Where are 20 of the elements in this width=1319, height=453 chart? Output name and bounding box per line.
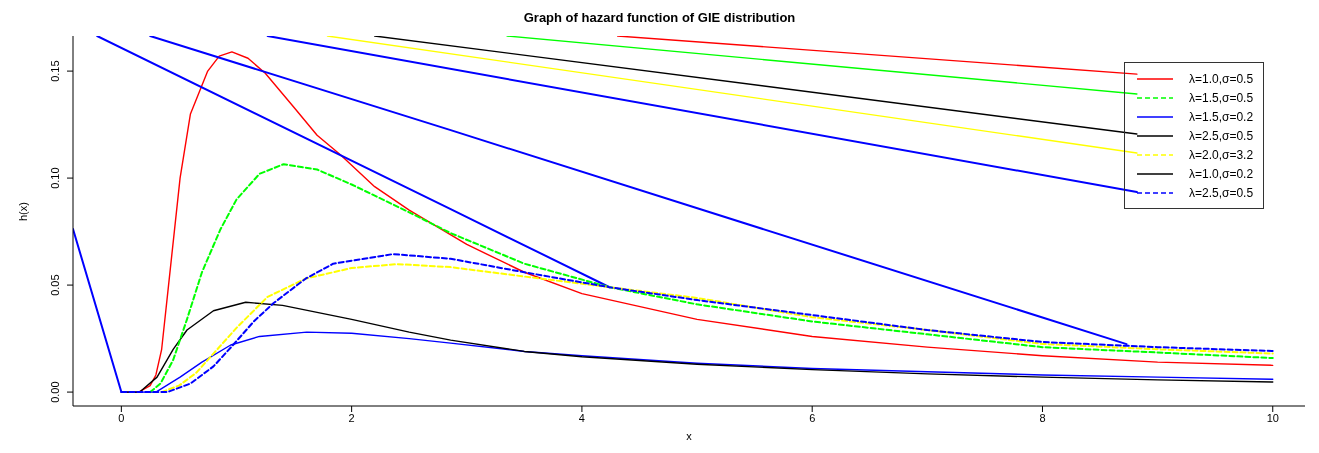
x-tick-label: 4	[578, 411, 585, 424]
legend-label: λ=1.5,σ=0.5	[1189, 90, 1254, 105]
y-tick-label: 0.15	[49, 60, 61, 82]
x-tick-label: 2	[348, 411, 355, 424]
y-tick-label: 0.05	[49, 274, 61, 296]
y-tick-label: 0.00	[49, 381, 61, 403]
legend-label: λ=1.0,σ=0.2	[1189, 166, 1254, 181]
legend-label: λ=2.0,σ=3.2	[1189, 147, 1254, 162]
x-tick-label: 6	[809, 411, 816, 424]
x-tick-label: 10	[1266, 411, 1279, 424]
y-axis-title: h(x)	[16, 202, 29, 221]
legend-label: λ=1.0,σ=0.5	[1189, 71, 1254, 86]
x-axis-title: x	[686, 430, 693, 442]
y-tick-label: 0.10	[49, 167, 61, 189]
x-tick-label: 0	[118, 411, 125, 424]
legend-label: λ=1.5,σ=0.2	[1189, 109, 1254, 124]
legend-label: λ=2.5,σ=0.5	[1189, 185, 1254, 200]
x-tick-label: 8	[1039, 411, 1046, 424]
chart-title: Graph of hazard function of GIE distribution	[522, 10, 797, 25]
legend-label: λ=2.5,σ=0.5	[1189, 128, 1254, 143]
